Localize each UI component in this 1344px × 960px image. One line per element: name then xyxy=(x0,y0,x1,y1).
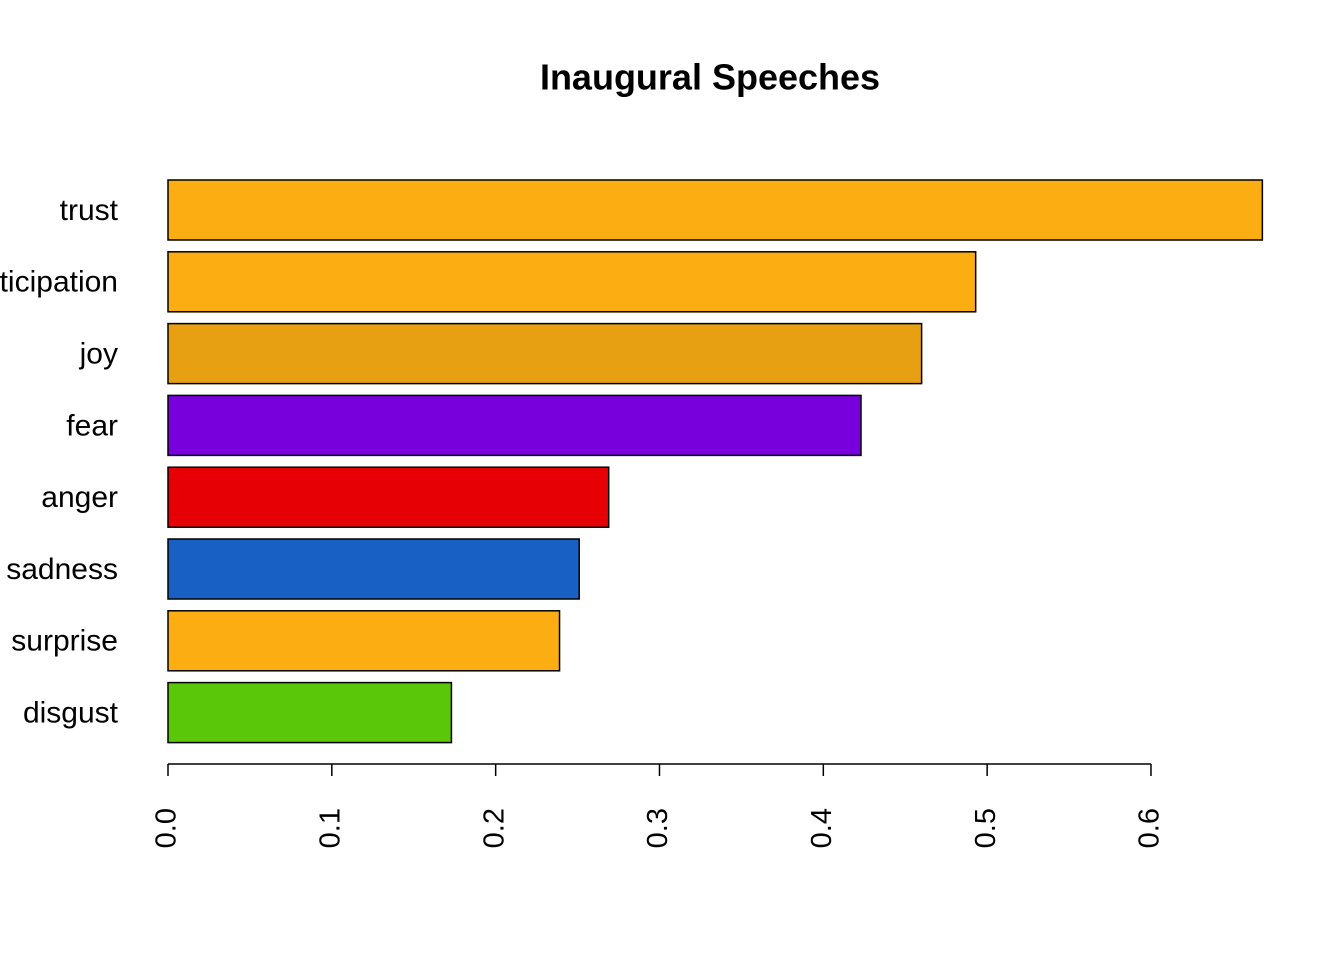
bar xyxy=(167,681,453,744)
y-tick-label: surprise xyxy=(11,625,118,658)
bar xyxy=(167,179,1264,241)
x-tick-label: 0.0 xyxy=(151,808,183,848)
x-tick-label: 0.6 xyxy=(1134,808,1166,848)
y-tick-label: fear xyxy=(66,409,118,442)
bar xyxy=(167,394,862,457)
x-tick-label: 0.5 xyxy=(970,808,1002,848)
x-tick-label: 0.4 xyxy=(806,808,838,848)
y-tick-label: joy xyxy=(79,338,118,371)
bar xyxy=(167,538,580,600)
y-tick-label: disgust xyxy=(23,697,119,730)
y-tick-label: anticipation xyxy=(0,266,118,299)
y-tick-label: trust xyxy=(60,194,119,227)
x-tick-label: 0.2 xyxy=(478,808,510,848)
bar xyxy=(167,322,923,385)
x-tick-label: 0.1 xyxy=(314,808,346,848)
y-tick-label: sadness xyxy=(6,553,118,586)
y-tick-label: anger xyxy=(41,481,118,514)
bar xyxy=(167,610,561,672)
x-tick-label: 0.3 xyxy=(642,808,674,848)
chart-title: Inaugural Speeches xyxy=(540,57,880,98)
bar xyxy=(167,466,610,528)
bar xyxy=(167,251,977,313)
